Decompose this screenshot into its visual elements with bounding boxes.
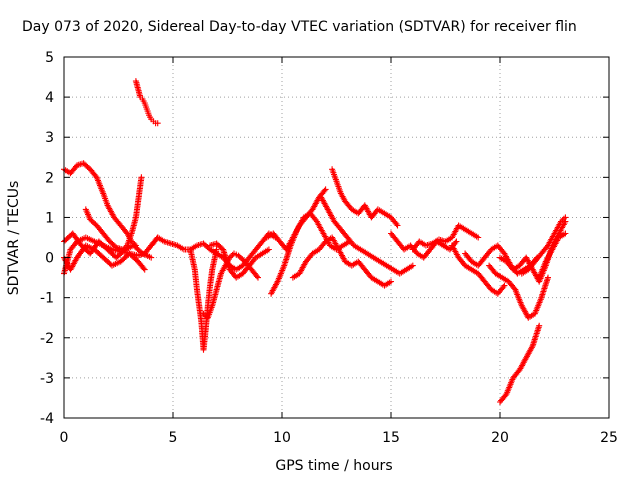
grid-lines: [64, 57, 609, 418]
data-point: [394, 222, 401, 229]
data-point: [322, 186, 329, 193]
data-point: [138, 174, 145, 181]
x-tick-label: 20: [491, 430, 509, 446]
data-series: [329, 166, 401, 229]
data-point: [562, 230, 569, 237]
y-tick-label: -2: [40, 331, 54, 347]
data-series: [132, 78, 161, 127]
data-point: [452, 239, 459, 246]
y-tick-label: -4: [40, 411, 54, 427]
y-tick-label: 5: [45, 50, 54, 66]
data-series: [318, 194, 416, 277]
y-tick-label: -1: [40, 291, 54, 307]
y-tick-label: 3: [45, 130, 54, 146]
data-series: [449, 242, 508, 297]
data-point: [501, 282, 508, 289]
data-point: [148, 254, 155, 261]
data-series: [82, 174, 145, 253]
y-tick-label: 2: [45, 170, 54, 186]
x-tick-label: 10: [273, 430, 291, 446]
data-point: [253, 273, 260, 280]
x-axis-label: GPS time / hours: [275, 458, 392, 474]
data-point: [409, 262, 416, 269]
data-point: [545, 274, 551, 281]
data-series: [200, 250, 261, 321]
data-point: [154, 120, 161, 127]
data-point: [536, 322, 543, 329]
data-series: [536, 230, 569, 281]
data-series: [409, 222, 482, 253]
y-tick-label: -3: [40, 371, 54, 387]
data-point: [559, 217, 566, 224]
data-point: [141, 266, 148, 273]
data-point: [393, 221, 400, 228]
data-point: [265, 246, 272, 253]
data-point: [202, 312, 208, 318]
data-points: [61, 78, 569, 405]
y-axis-label: SDTVAR / TECUs: [6, 181, 22, 296]
axis-ticks: 0 5 10 15 20 25 -4 -3 -2 -1 0 1 2 3 4 5: [40, 50, 618, 446]
data-point: [321, 187, 328, 194]
y-tick-label: 1: [45, 210, 54, 226]
data-series: [289, 234, 394, 289]
data-series: [263, 186, 329, 253]
data-point: [453, 238, 460, 245]
x-tick-label: 15: [382, 430, 400, 446]
plot-frame: [63, 56, 610, 419]
y-tick-label: 4: [45, 90, 54, 106]
data-series: [497, 322, 543, 405]
data-series: [61, 230, 155, 261]
x-tick-label: 25: [600, 430, 618, 446]
data-series: [486, 262, 551, 321]
y-tick-label: 0: [45, 251, 54, 267]
chart-title: Day 073 of 2020, Sidereal Day-to-day VTE…: [22, 19, 577, 35]
data-point: [255, 274, 261, 281]
data-point: [388, 278, 394, 285]
x-tick-label: 0: [60, 430, 69, 446]
data-point: [500, 284, 507, 290]
data-point: [475, 234, 482, 241]
data-point: [213, 246, 220, 253]
data-series: [207, 240, 272, 281]
x-tick-label: 5: [169, 430, 178, 446]
data-series: [518, 214, 569, 277]
data-point: [140, 265, 147, 272]
data-point: [562, 214, 569, 221]
